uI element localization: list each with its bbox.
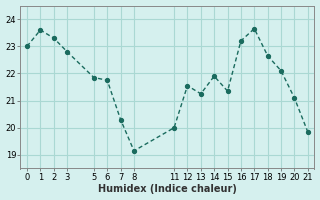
- X-axis label: Humidex (Indice chaleur): Humidex (Indice chaleur): [98, 184, 237, 194]
